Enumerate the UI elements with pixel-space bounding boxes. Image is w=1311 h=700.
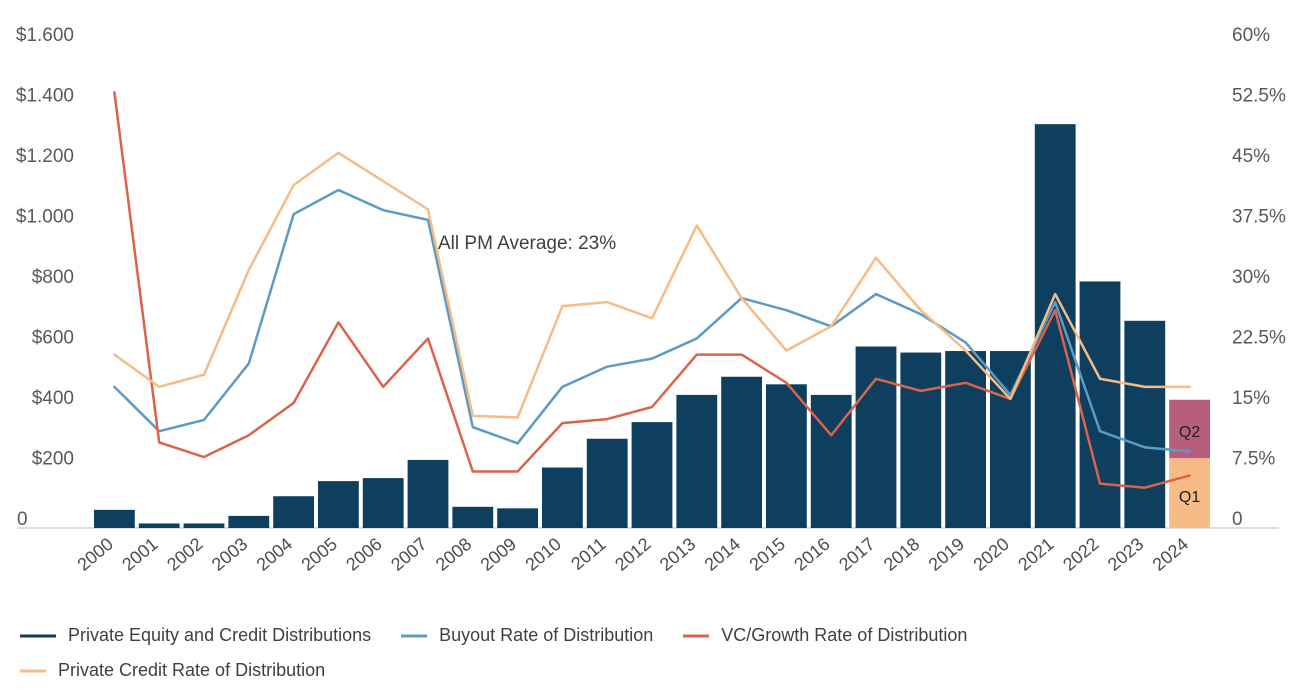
svg-text:2010: 2010 bbox=[521, 534, 565, 575]
svg-text:$1.600: $1.600 bbox=[16, 25, 74, 46]
svg-text:7.5%: 7.5% bbox=[1232, 449, 1275, 470]
svg-text:$800: $800 bbox=[32, 267, 74, 288]
svg-text:2006: 2006 bbox=[342, 534, 386, 575]
svg-text:$400: $400 bbox=[32, 388, 74, 409]
svg-text:2016: 2016 bbox=[790, 534, 834, 575]
svg-text:2000: 2000 bbox=[73, 534, 117, 575]
svg-text:$600: $600 bbox=[32, 328, 74, 349]
svg-text:All PM Average: 23%: All PM Average: 23% bbox=[438, 233, 616, 254]
svg-text:Q1: Q1 bbox=[1179, 489, 1200, 506]
svg-text:2011: 2011 bbox=[567, 534, 610, 574]
svg-text:$1.400: $1.400 bbox=[16, 86, 74, 107]
svg-text:2009: 2009 bbox=[477, 534, 521, 575]
svg-text:2024: 2024 bbox=[1149, 534, 1193, 575]
svg-text:2015: 2015 bbox=[745, 534, 789, 575]
svg-text:30%: 30% bbox=[1232, 267, 1270, 288]
svg-text:2021: 2021 bbox=[1014, 534, 1058, 575]
svg-text:22.5%: 22.5% bbox=[1232, 328, 1286, 349]
svg-text:2020: 2020 bbox=[969, 534, 1013, 575]
svg-text:15%: 15% bbox=[1232, 388, 1270, 409]
svg-text:0: 0 bbox=[17, 509, 28, 530]
svg-text:2018: 2018 bbox=[880, 534, 924, 575]
svg-text:2003: 2003 bbox=[208, 534, 252, 575]
svg-text:2022: 2022 bbox=[1059, 534, 1103, 575]
svg-text:37.5%: 37.5% bbox=[1232, 207, 1286, 228]
svg-text:$1.000: $1.000 bbox=[16, 207, 74, 228]
svg-text:2005: 2005 bbox=[297, 534, 341, 575]
svg-text:2019: 2019 bbox=[925, 534, 969, 575]
svg-text:2013: 2013 bbox=[656, 534, 700, 575]
svg-text:$200: $200 bbox=[32, 449, 74, 470]
svg-text:2007: 2007 bbox=[387, 534, 431, 575]
svg-text:2002: 2002 bbox=[163, 534, 207, 575]
svg-text:2008: 2008 bbox=[432, 534, 476, 575]
svg-text:52.5%: 52.5% bbox=[1232, 86, 1286, 107]
svg-text:2014: 2014 bbox=[701, 534, 745, 575]
svg-text:45%: 45% bbox=[1232, 146, 1270, 167]
svg-text:Q2: Q2 bbox=[1179, 424, 1200, 441]
svg-text:2023: 2023 bbox=[1104, 534, 1148, 575]
svg-text:2012: 2012 bbox=[611, 534, 655, 575]
svg-text:2004: 2004 bbox=[253, 534, 297, 575]
svg-text:$1.200: $1.200 bbox=[16, 146, 74, 167]
svg-text:2017: 2017 bbox=[835, 534, 879, 575]
svg-text:60%: 60% bbox=[1232, 25, 1270, 46]
svg-text:0: 0 bbox=[1232, 509, 1243, 530]
svg-text:2001: 2001 bbox=[118, 534, 162, 575]
